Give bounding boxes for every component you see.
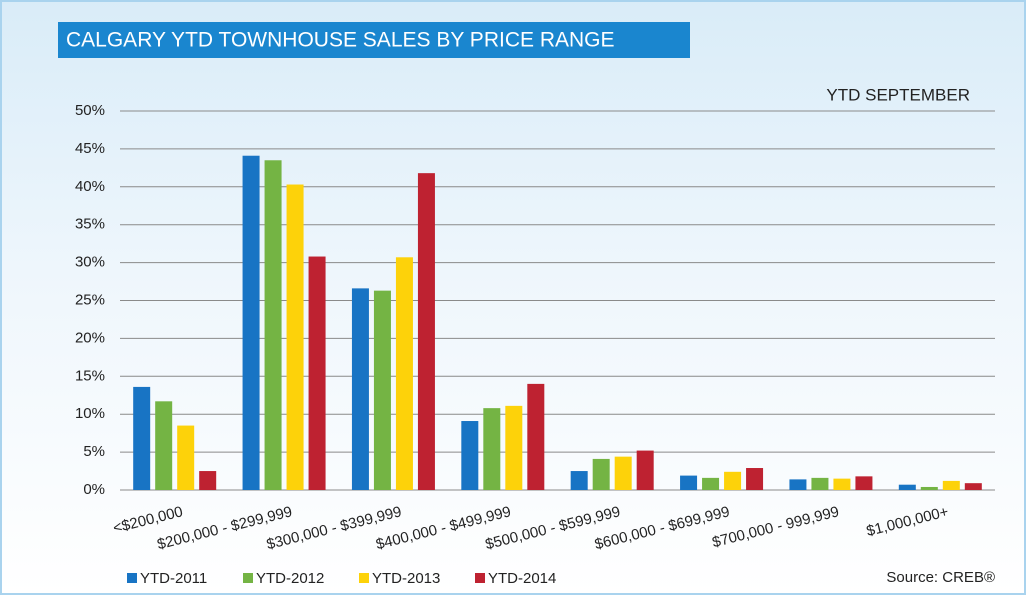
bar [308,256,326,490]
bar [527,383,545,490]
legend-swatch [475,573,485,583]
y-tick-label: 40% [75,178,105,195]
bar [855,476,873,490]
bar [724,471,742,490]
source: Source: CREB® [886,569,995,586]
bar [898,484,916,490]
legend-label: YTD-2012 [256,570,324,587]
y-tick-label: 50% [75,102,105,119]
bar [833,478,851,490]
legend-label: YTD-2013 [372,570,440,587]
bar [680,475,698,490]
y-tick-label: 20% [75,329,105,346]
bar [264,160,282,490]
bar [199,471,217,490]
bar [286,184,304,490]
bar [395,257,413,490]
bar [155,401,173,490]
bar [483,408,501,490]
bar [702,477,720,490]
title-box [58,22,690,58]
subtitle: YTD SEPTEMBER [826,85,970,104]
y-tick-label: 30% [75,254,105,271]
y-tick-label: 10% [75,405,105,422]
legend-swatch [243,573,253,583]
bar [351,288,369,490]
legend-swatch [127,573,137,583]
bar [461,421,479,490]
bar [417,173,435,490]
y-tick-label: 25% [75,291,105,308]
bar [570,471,588,490]
y-tick-label: 15% [75,367,105,384]
bar [133,386,151,490]
y-tick-label: 5% [83,443,105,460]
bar [942,480,960,490]
bar [373,290,391,490]
bar [789,479,807,490]
bar [920,486,938,490]
legend-label: YTD-2014 [488,570,556,587]
y-tick-label: 0% [83,481,105,498]
bar [505,405,523,490]
bar [242,155,260,491]
bar [964,483,982,490]
bar [177,425,195,490]
chart-title: CALGARY YTD TOWNHOUSE SALES BY PRICE RAN… [66,29,615,52]
y-tick-label: 35% [75,216,105,233]
bar [636,450,654,490]
bar [592,458,610,490]
bar [746,468,764,490]
bar [811,477,829,490]
legend-swatch [359,573,369,583]
bar [614,456,632,490]
y-tick-label: 45% [75,140,105,157]
legend-label: YTD-2011 [140,570,207,587]
